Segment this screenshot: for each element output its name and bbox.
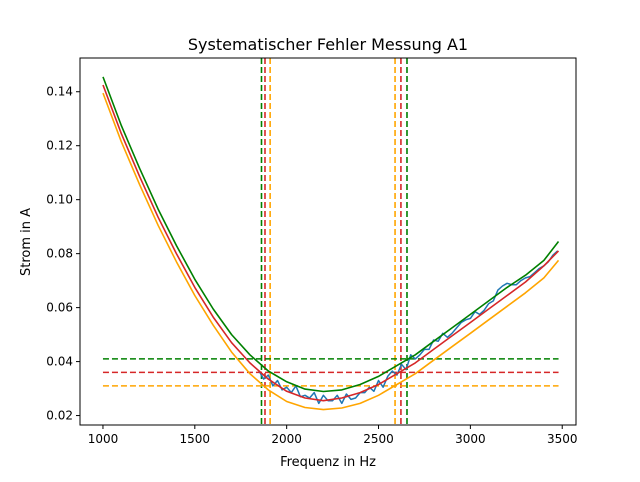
x-tick-label-1500: 1500 bbox=[180, 432, 211, 446]
x-axis-ticks: 1000 1500 2000 2500 3000 3500 bbox=[88, 425, 578, 446]
x-axis-label: Frequenz in Hz bbox=[280, 455, 376, 470]
series-line-fit bbox=[102, 84, 560, 402]
y-axis-label: Strom in A bbox=[19, 208, 34, 276]
series-line-lower bbox=[102, 92, 560, 411]
y-tick-label-0.14: 0.14 bbox=[46, 85, 73, 99]
y-tick-label-0.02: 0.02 bbox=[46, 409, 73, 423]
x-tick-label-1000: 1000 bbox=[88, 432, 119, 446]
axes-frame bbox=[79, 57, 577, 426]
y-tick-label-0.12: 0.12 bbox=[46, 139, 73, 153]
y-tick-label-0.04: 0.04 bbox=[46, 355, 73, 369]
y-tick-label-0.08: 0.08 bbox=[46, 247, 73, 261]
x-tick-label-3500: 3500 bbox=[547, 432, 578, 446]
series-line-upper bbox=[102, 76, 560, 393]
series-line-measured bbox=[258, 250, 559, 405]
y-tick-label-0.1: 0.10 bbox=[46, 193, 73, 207]
y-tick-label-0.06: 0.06 bbox=[46, 301, 73, 315]
plot-content bbox=[102, 58, 560, 425]
x-tick-label-2000: 2000 bbox=[271, 432, 302, 446]
x-tick-label-2500: 2500 bbox=[363, 432, 394, 446]
x-tick-label-3000: 3000 bbox=[455, 432, 486, 446]
chart-title: Systematischer Fehler Messung A1 bbox=[188, 35, 468, 54]
y-axis-ticks: 0.02 0.04 0.06 0.08 0.10 0.12 0.14 bbox=[46, 85, 80, 423]
